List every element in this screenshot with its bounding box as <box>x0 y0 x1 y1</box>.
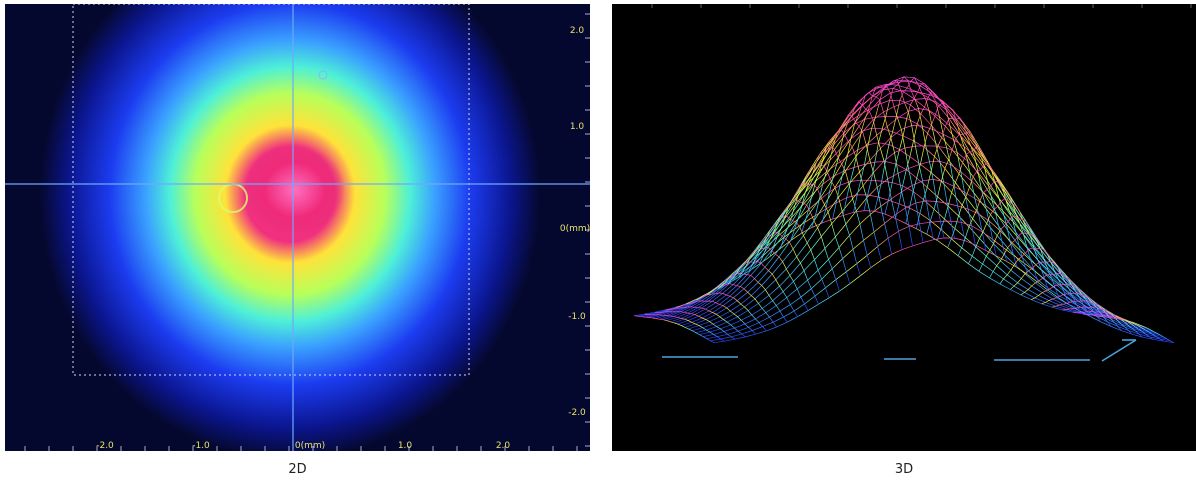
beam-profile-3d-panel <box>612 4 1196 451</box>
beam-profile-2d-image: -2.0 -1.0 0(mm) 1.0 2.0 2.0 1.0 0(mm) -1… <box>5 4 590 451</box>
x-tick-label: -2.0 <box>96 441 114 451</box>
y-tick-label: -2.0 <box>568 408 586 418</box>
base-plane-lines <box>662 339 1137 362</box>
dust-artifact <box>318 70 328 80</box>
beam-hot-core <box>245 144 345 236</box>
y-tick-label: 0(mm) <box>560 224 590 234</box>
x-tick-label: -1.0 <box>192 441 210 451</box>
plot-background <box>612 4 1196 451</box>
y-tick-label: 1.0 <box>570 122 585 132</box>
caption-3d: 3D <box>894 462 914 477</box>
y-tick-label: 2.0 <box>570 26 585 36</box>
axis-ticks <box>24 13 590 451</box>
y-tick-label: -1.0 <box>568 312 586 322</box>
x-tick-label: 1.0 <box>398 441 413 451</box>
surface-mesh <box>633 76 1175 344</box>
beam-profile-2d-panel: -2.0 -1.0 0(mm) 1.0 2.0 2.0 1.0 0(mm) -1… <box>5 4 590 451</box>
aperture-box <box>72 4 470 376</box>
caption-2d: 2D <box>288 462 307 477</box>
x-tick-label: 0(mm) <box>295 441 325 451</box>
x-tick-label: 2.0 <box>496 441 511 451</box>
top-ticks <box>651 4 1192 8</box>
beam-profile-3d-image <box>612 4 1196 451</box>
